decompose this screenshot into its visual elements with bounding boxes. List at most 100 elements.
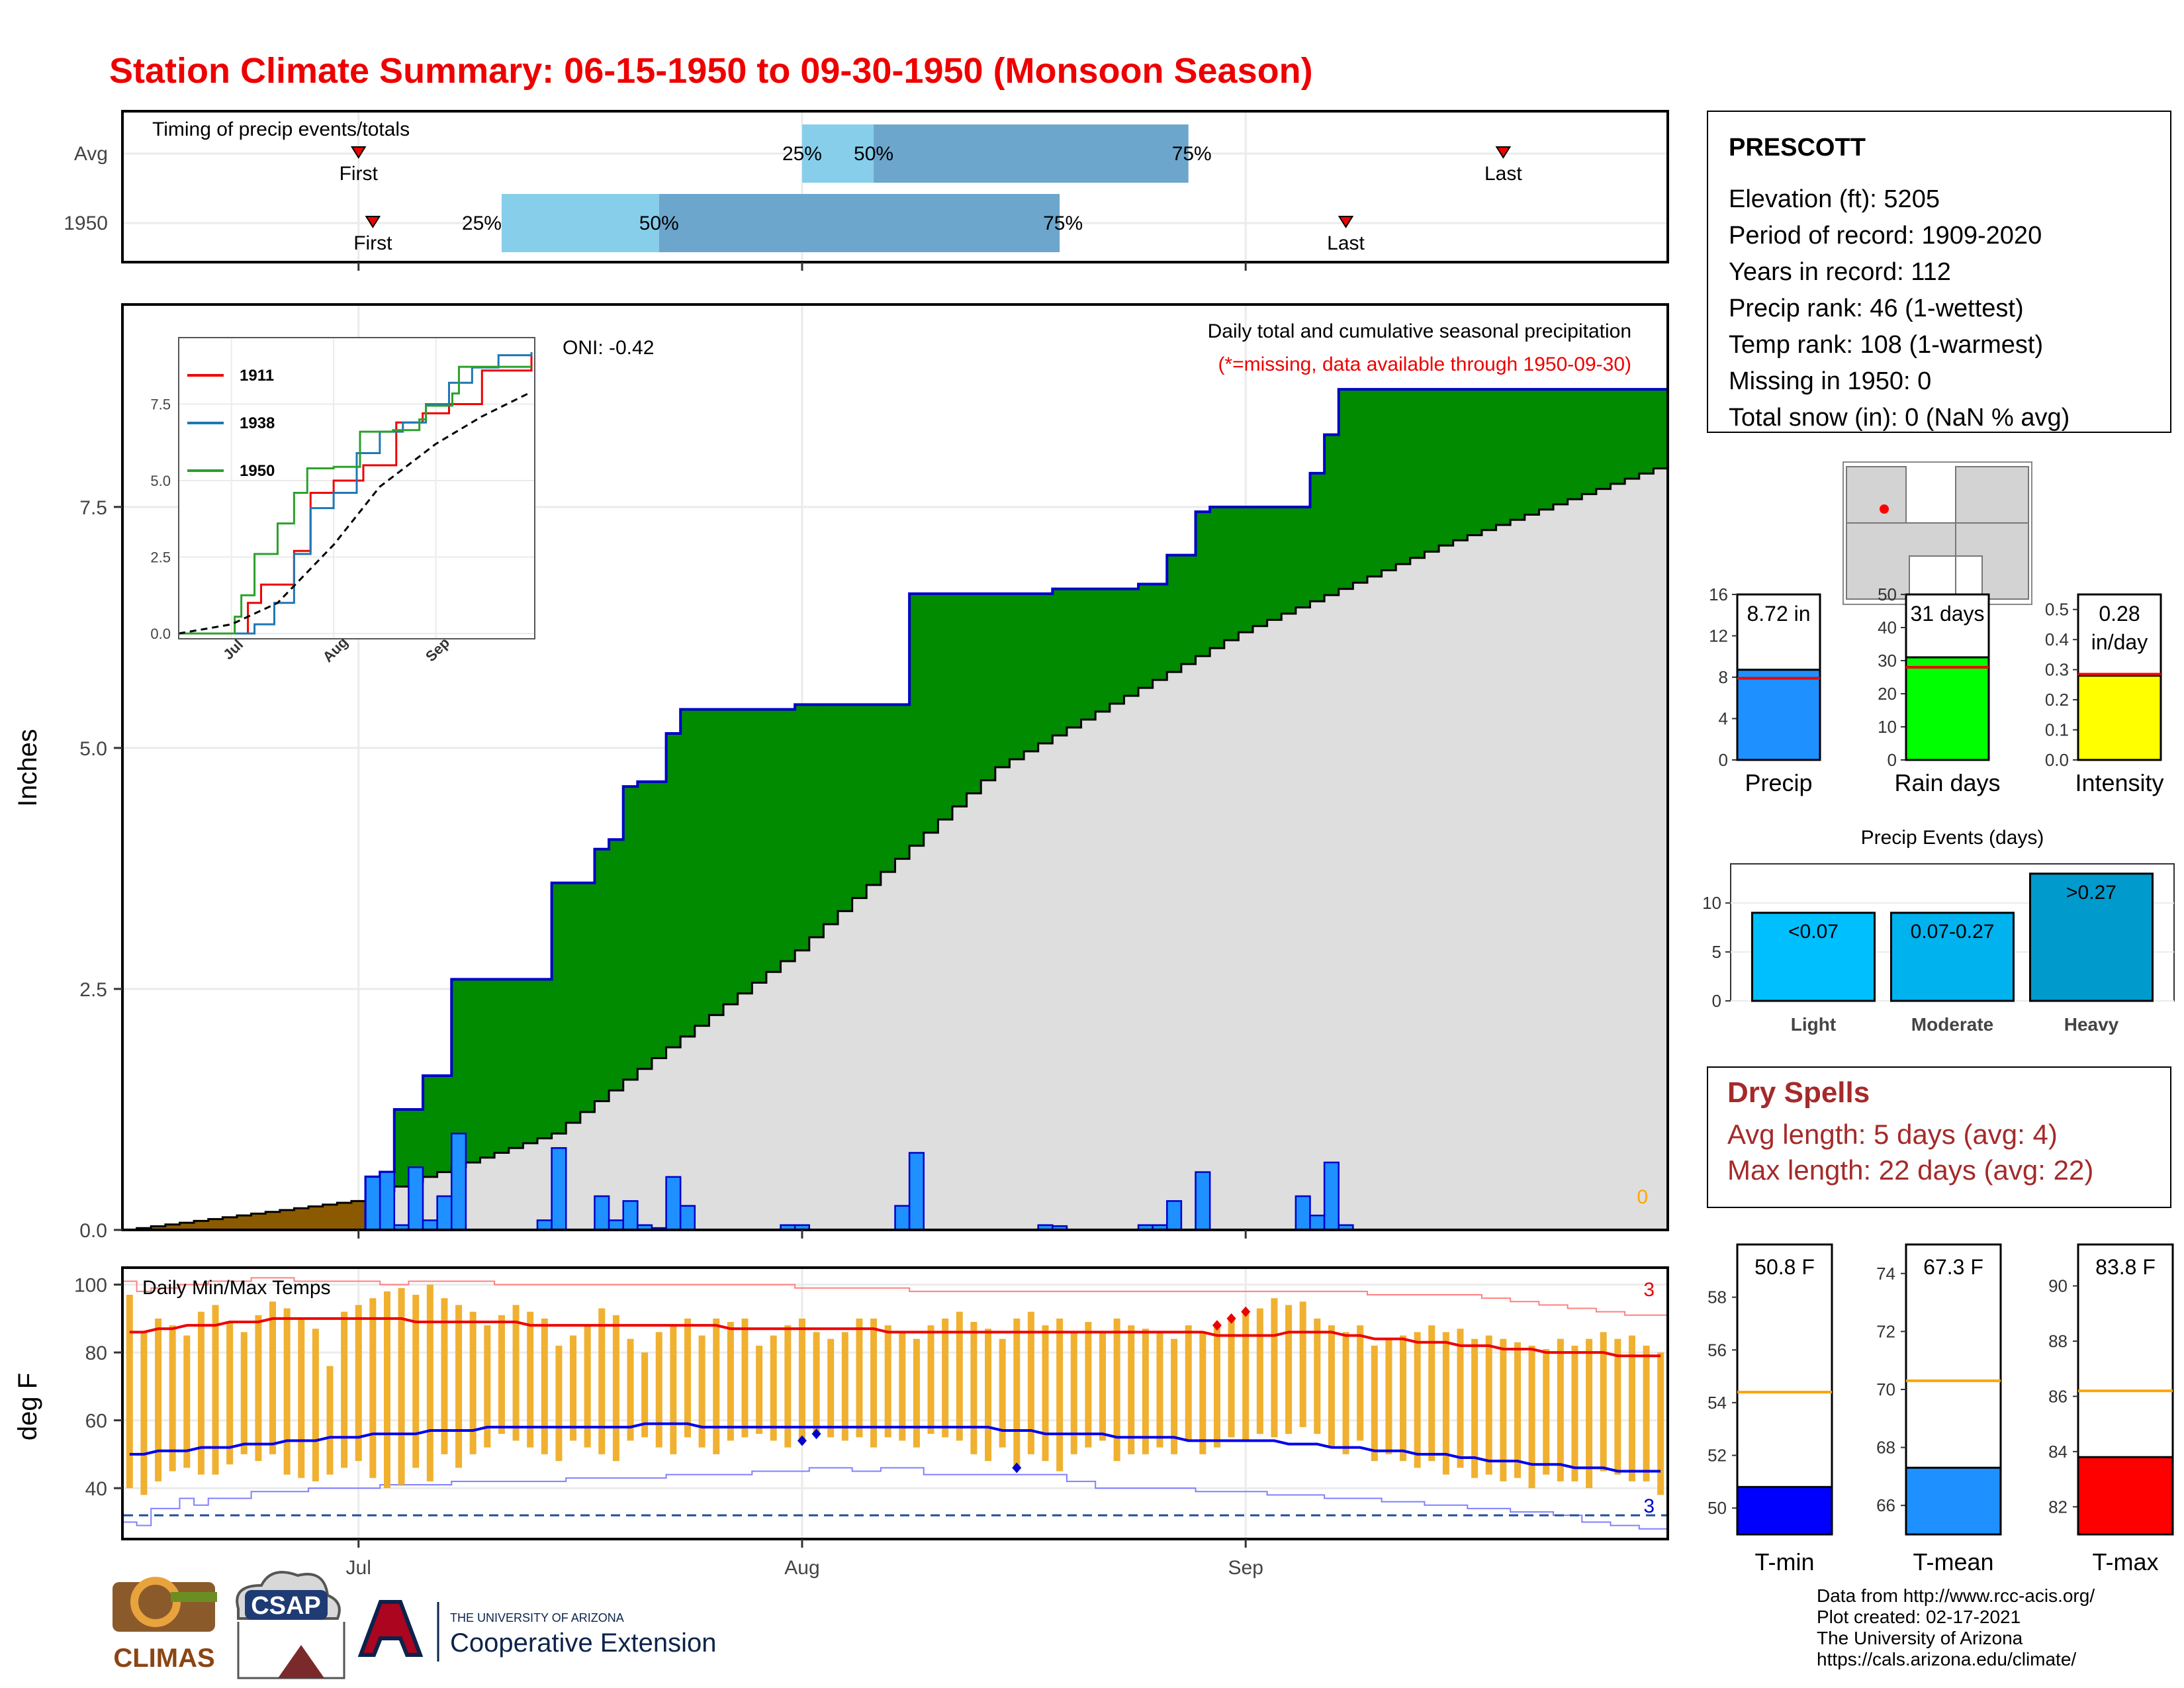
stat-tick-label: 0.0 xyxy=(2045,750,2069,770)
station-info-line: Total snow (in): 0 (NaN % avg) xyxy=(1729,404,2070,432)
record-low-marker xyxy=(811,1429,821,1440)
temp-value-bar xyxy=(1736,1485,1833,1536)
above-avg-fill xyxy=(1453,389,1468,541)
timing-q75-label: 75% xyxy=(1043,212,1083,234)
events-bar-value: <0.07 xyxy=(1788,921,1839,943)
temp-bar-tick-label: 74 xyxy=(1876,1264,1895,1284)
stat-tick-label: 8 xyxy=(1719,667,1728,687)
daily-temp-range-bar xyxy=(1056,1318,1064,1472)
timing-bar-50-75 xyxy=(874,124,1189,183)
above-avg-fill xyxy=(909,593,925,846)
above-avg-fill xyxy=(651,781,667,1058)
temp-bar-tick-label: 84 xyxy=(2048,1442,2068,1462)
csap-logo: CSAP xyxy=(236,1571,345,1679)
stat-tick-label: 0 xyxy=(1719,750,1728,770)
stat-tick-label: 0.5 xyxy=(2045,600,2069,620)
daily-temp-range-bar xyxy=(1471,1338,1479,1478)
above-avg-fill xyxy=(480,979,495,1158)
cumulative-precip-line xyxy=(122,388,1668,1231)
above-avg-fill xyxy=(923,593,938,833)
above-avg-fill xyxy=(1410,389,1426,558)
daily-precip-bar xyxy=(1323,1161,1340,1231)
daily-temp-range-bar xyxy=(798,1318,805,1441)
daily-temp-range-bar xyxy=(570,1335,577,1441)
below-avg-fill xyxy=(179,1223,195,1230)
timing-bar-25-50 xyxy=(501,194,659,252)
timing-panel-title: Timing of precip events/totals xyxy=(152,118,410,140)
daily-temp-range-bar xyxy=(741,1318,749,1438)
temp-panel: 40 60 80 100 Daily Min/Max Temps deg F 3 3 xyxy=(13,1266,1669,1540)
precip-annotation-missing: (*=missing, data available through 1950-… xyxy=(1218,353,1631,375)
daily-precip-bar xyxy=(894,1205,911,1231)
events-category-label: Moderate xyxy=(1911,1014,1993,1035)
daily-temp-range-bar xyxy=(1657,1352,1664,1495)
record-high-marker xyxy=(1212,1320,1222,1331)
daily-temp-range-bar xyxy=(1328,1325,1335,1448)
daily-temp-range-bar xyxy=(970,1322,978,1454)
footer-line: Plot created: 02-17-2021 xyxy=(1817,1607,2021,1627)
footer-line: The University of Arizona xyxy=(1817,1628,2023,1648)
above-avg-fill xyxy=(938,593,953,820)
above-avg-fill xyxy=(880,704,896,872)
timing-last-label: Last xyxy=(1484,163,1522,185)
above-avg-fill xyxy=(394,1109,410,1187)
daily-temp-range-bar xyxy=(369,1298,377,1478)
above-avg-fill xyxy=(1167,555,1182,673)
stat-value-label: in/day xyxy=(2091,630,2148,654)
above-avg-fill xyxy=(1596,389,1612,489)
above-avg-fill xyxy=(1610,389,1625,484)
temp-bar-tick-label: 70 xyxy=(1876,1380,1895,1399)
temp-bar-tick-label: 54 xyxy=(1707,1393,1727,1413)
above-avg-fill xyxy=(1038,593,1053,744)
daily-temp-range-bar xyxy=(641,1352,649,1438)
university-of-arizona-logo: THE UNIVERSITY OF ARIZONA Cooperative Ex… xyxy=(357,1600,716,1662)
inset-y-tick-label: 5.0 xyxy=(150,473,171,489)
stat-tick-label: 4 xyxy=(1719,709,1728,729)
above-avg-fill xyxy=(866,704,882,885)
stat-tick-label: 10 xyxy=(1878,717,1897,737)
daily-precip-bar xyxy=(436,1195,453,1231)
daily-temp-range-bar xyxy=(326,1366,334,1475)
above-avg-fill xyxy=(1567,389,1582,500)
precip-y-tick-label: 2.5 xyxy=(79,979,107,1001)
page-title: Station Climate Summary: 06-15-1950 to 0… xyxy=(109,51,1313,91)
stat-tick-label: 20 xyxy=(1878,684,1897,704)
daily-temp-range-bar xyxy=(1213,1325,1220,1448)
daily-temp-range-bar xyxy=(169,1325,176,1472)
daily-temp-range-bar xyxy=(1514,1342,1521,1478)
stat-tick-label: 12 xyxy=(1709,626,1728,646)
daily-temp-range-bar xyxy=(1085,1322,1092,1448)
daily-temp-range-bar xyxy=(455,1305,463,1468)
temp-bar-tick-label: 68 xyxy=(1876,1438,1895,1458)
timing-q50-label: 50% xyxy=(639,212,679,234)
precip-y-tick-label: 0.0 xyxy=(79,1220,107,1242)
above-avg-fill xyxy=(1124,588,1139,696)
daily-temp-range-bar xyxy=(1428,1325,1435,1462)
daily-temp-range-bar xyxy=(841,1332,848,1441)
above-avg-fill xyxy=(1310,473,1325,602)
daily-temp-range-bar xyxy=(1156,1332,1163,1448)
temp-bar-tick-label: 58 xyxy=(1707,1288,1727,1307)
above-avg-fill xyxy=(508,979,523,1149)
daily-temp-range-bar xyxy=(1013,1318,1021,1468)
temp-y-tick-label: 80 xyxy=(85,1342,107,1364)
station-info-line: Years in record: 112 xyxy=(1729,258,1951,286)
ua-logo-top-text: THE UNIVERSITY OF ARIZONA xyxy=(450,1611,624,1624)
precip-annotation-title: Daily total and cumulative seasonal prec… xyxy=(1208,320,1631,342)
station-name: PRESCOTT xyxy=(1729,134,1866,162)
daily-temp-range-bar xyxy=(1314,1318,1321,1434)
above-avg-fill xyxy=(1152,584,1167,680)
daily-temp-range-bar xyxy=(698,1335,705,1448)
events-tick-label: 0 xyxy=(1712,991,1721,1011)
below-avg-fill xyxy=(236,1215,252,1230)
daily-precip-bar xyxy=(622,1200,639,1231)
temp-bar-tick-label: 52 xyxy=(1707,1446,1727,1466)
above-avg-fill xyxy=(995,593,1011,767)
dry-spells-title: Dry Spells xyxy=(1727,1076,1870,1109)
inset-line-1938 xyxy=(179,352,533,635)
daily-temp-range-bar xyxy=(1500,1338,1507,1481)
daily-temp-range-bar xyxy=(398,1288,405,1485)
daily-temp-range-bar xyxy=(827,1338,835,1438)
stat-tick-label: 30 xyxy=(1878,651,1897,671)
